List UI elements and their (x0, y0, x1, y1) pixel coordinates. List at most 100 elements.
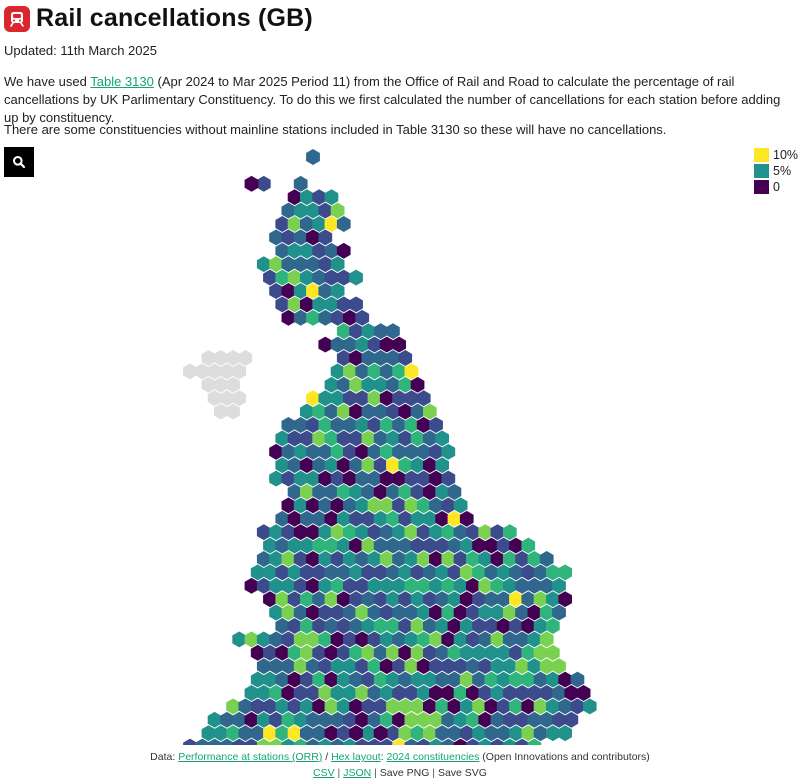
constituency-hex[interactable] (379, 390, 394, 407)
constituency-hex[interactable] (275, 537, 290, 554)
constituency-hex[interactable] (244, 738, 259, 745)
constituency-hex[interactable] (324, 457, 339, 474)
constituency-hex[interactable] (373, 350, 388, 366)
constituency-hex[interactable] (435, 457, 450, 474)
constituency-hex[interactable] (281, 658, 296, 675)
constituency-hex[interactable] (256, 256, 271, 273)
constituency-hex[interactable] (410, 591, 425, 608)
constituency-hex[interactable] (386, 484, 400, 500)
constituency-hex[interactable] (373, 510, 388, 527)
constituency-hex[interactable] (355, 443, 370, 460)
constituency-hex[interactable] (201, 725, 216, 742)
constituency-hex[interactable] (275, 510, 290, 527)
constituency-hex[interactable] (392, 604, 406, 621)
constituency-hex[interactable] (490, 738, 505, 745)
constituency-hex[interactable] (484, 644, 499, 661)
constituency-hex[interactable] (453, 738, 468, 745)
constituency-hex[interactable] (300, 403, 314, 420)
constituency-hex[interactable] (330, 685, 345, 701)
constituency-hex[interactable] (404, 443, 419, 460)
constituency-hex[interactable] (429, 738, 443, 745)
constituency-hex[interactable] (447, 564, 462, 581)
constituency-hex[interactable] (349, 698, 363, 715)
constituency-hex[interactable] (423, 564, 437, 581)
constituency-hex[interactable] (502, 738, 517, 745)
constituency-hex[interactable] (392, 738, 406, 745)
constituency-hex[interactable] (349, 725, 363, 742)
constituency-hex[interactable] (361, 537, 376, 554)
constituency-hex[interactable] (330, 470, 345, 487)
constituency-hex[interactable] (183, 738, 197, 745)
constituency-hex[interactable] (318, 202, 333, 219)
constituency-hex[interactable] (404, 363, 419, 380)
constituency-hex[interactable] (293, 283, 308, 299)
constituency-hex[interactable] (312, 618, 326, 634)
constituency-hex[interactable] (379, 497, 394, 514)
constituency-hex[interactable] (275, 644, 290, 661)
constituency-hex[interactable] (545, 671, 560, 688)
constituency-hex[interactable] (416, 470, 431, 487)
constituency-hex[interactable] (287, 484, 302, 500)
constituency-hex[interactable] (361, 591, 376, 608)
constituency-hex[interactable] (306, 551, 320, 567)
constituency-hex[interactable] (207, 738, 222, 745)
constituency-hex[interactable] (453, 551, 468, 567)
constituency-hex[interactable] (355, 738, 370, 745)
constituency-hex[interactable] (306, 256, 320, 273)
constituency-hex[interactable] (545, 698, 560, 715)
constituency-hex[interactable] (423, 510, 437, 527)
constituency-hex[interactable] (521, 698, 536, 715)
constituency-hex[interactable] (398, 510, 413, 527)
constituency-hex[interactable] (367, 551, 382, 567)
constituencies-link[interactable]: 2024 constituencies (386, 751, 480, 763)
constituency-hex[interactable] (423, 591, 437, 608)
constituency-hex[interactable] (478, 738, 493, 745)
constituency-hex[interactable] (404, 658, 419, 675)
constituency-hex[interactable] (349, 484, 363, 500)
constituency-hex[interactable] (373, 591, 388, 608)
constituency-hex[interactable] (410, 457, 425, 474)
constituency-hex[interactable] (293, 175, 308, 192)
constituency-hex[interactable] (343, 658, 357, 675)
constituency-hex[interactable] (410, 430, 425, 447)
constituency-hex[interactable] (312, 725, 326, 742)
constituency-hex[interactable] (453, 577, 468, 594)
constituency-hex[interactable] (336, 376, 351, 393)
constituency-hex[interactable] (502, 711, 517, 728)
constituency-hex[interactable] (269, 738, 283, 745)
constituency-hex[interactable] (416, 551, 431, 567)
constituency-hex[interactable] (330, 417, 345, 433)
constituency-hex[interactable] (527, 577, 542, 594)
constituency-hex[interactable] (318, 417, 333, 433)
csv-link[interactable]: CSV (313, 767, 335, 779)
constituency-hex[interactable] (324, 189, 339, 206)
constituency-hex[interactable] (459, 698, 474, 715)
constituency-hex[interactable] (392, 497, 406, 514)
constituency-hex[interactable] (330, 604, 345, 621)
constituency-hex[interactable] (398, 671, 413, 688)
constituency-hex[interactable] (509, 671, 523, 688)
constituency-hex[interactable] (349, 350, 363, 366)
constituency-hex[interactable] (281, 417, 296, 433)
constituency-hex[interactable] (336, 216, 351, 232)
constituency-hex[interactable] (459, 537, 474, 554)
constituency-hex[interactable] (472, 725, 486, 742)
constituency-hex[interactable] (465, 551, 480, 567)
constituency-hex[interactable] (509, 537, 523, 554)
constituency-hex[interactable] (533, 725, 548, 742)
constituency-hex[interactable] (447, 725, 462, 742)
constituency-hex[interactable] (423, 430, 437, 447)
constituency-hex[interactable] (355, 470, 370, 487)
constituency-hex[interactable] (349, 376, 363, 393)
constituency-hex[interactable] (533, 618, 548, 634)
constituency-hex[interactable] (343, 524, 357, 541)
constituency-hex[interactable] (256, 658, 271, 675)
constituency-hex[interactable] (392, 390, 406, 407)
constituency-hex[interactable] (441, 497, 456, 514)
constituency-hex[interactable] (312, 591, 326, 608)
constituency-hex[interactable] (490, 631, 505, 648)
constituency-hex[interactable] (336, 698, 351, 715)
constituency-hex[interactable] (398, 457, 413, 474)
constituency-hex[interactable] (293, 685, 308, 701)
constituency-hex[interactable] (250, 564, 265, 581)
